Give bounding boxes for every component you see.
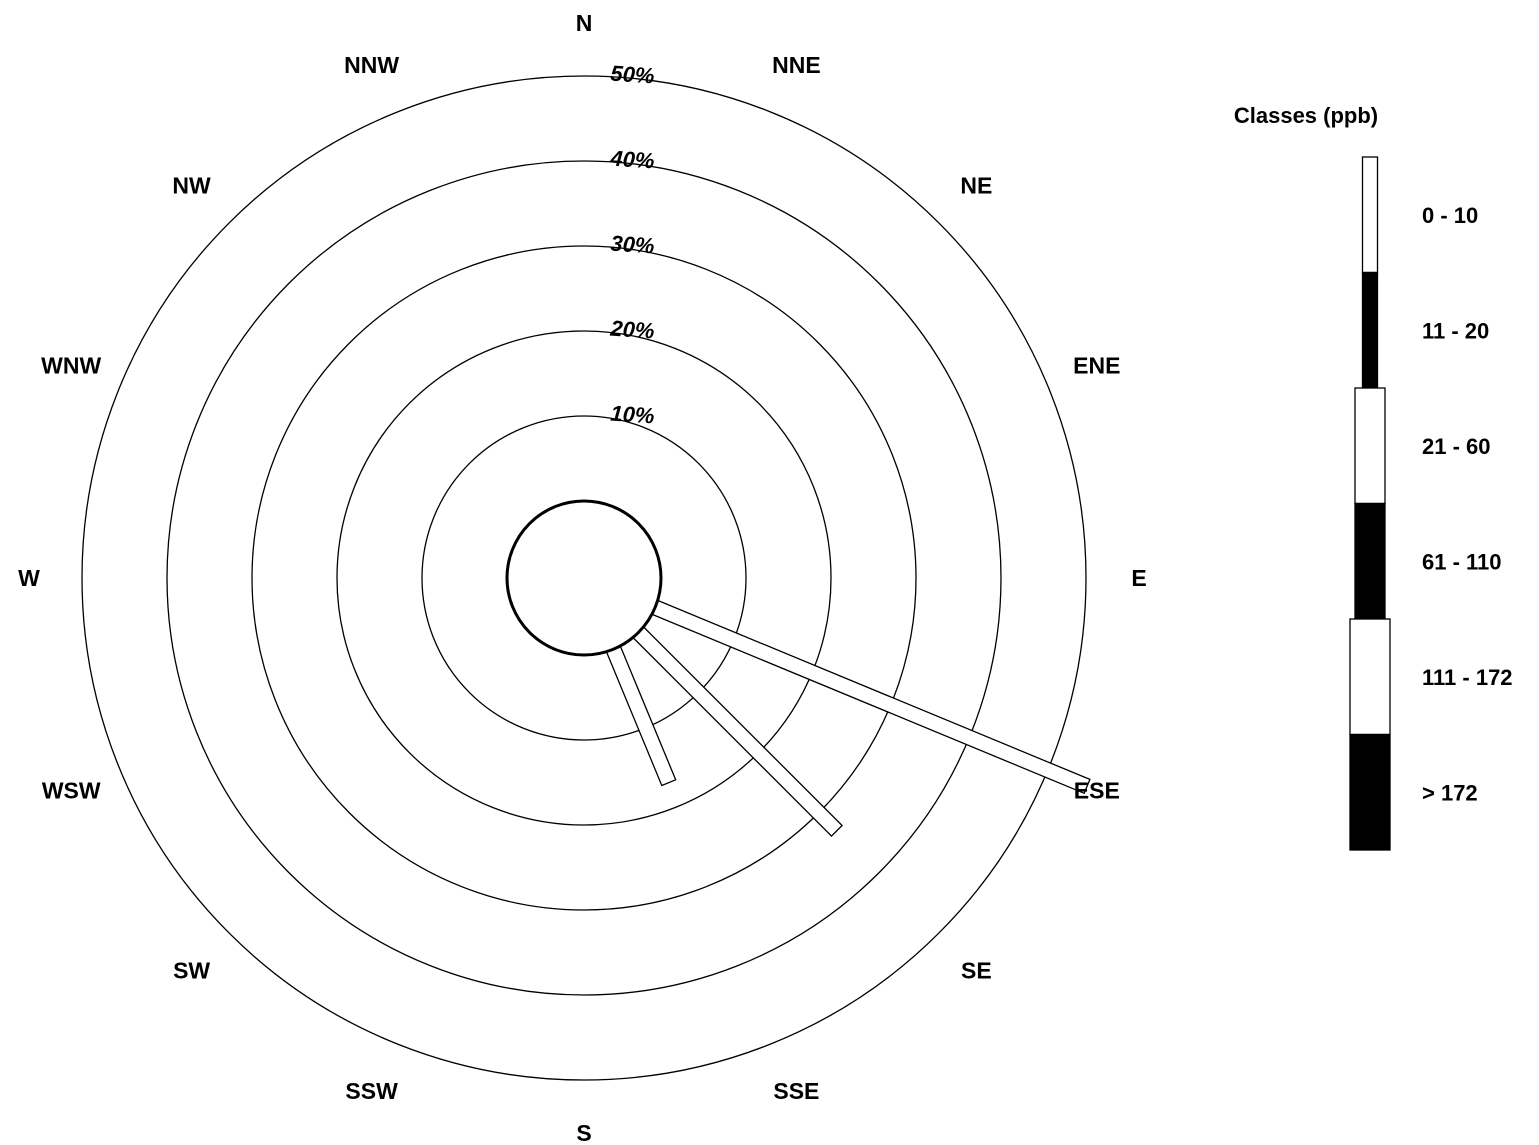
ring-label-30: 30% [610, 231, 656, 259]
legend-label: 111 - 172 [1422, 665, 1513, 690]
direction-label-sse: SSE [773, 1078, 819, 1104]
legend: Classes (ppb) 0 - 10 11 - 20 21 - 60 61 - 1… [1234, 103, 1513, 851]
direction-label-n: N [576, 10, 593, 36]
ring-label-50: 50% [610, 61, 656, 89]
ring-40 [166, 160, 1002, 996]
direction-label-w: W [18, 565, 40, 591]
direction-labels-layer: N NNE NE ENE E ESE SE SSE S SSW SW WSW W WNW NW NNW [18, 10, 1147, 1145]
calm-circle [505, 499, 663, 657]
direction-label-se: SE [961, 957, 992, 983]
direction-label-s: S [576, 1120, 591, 1145]
petals-layer [604, 598, 1091, 838]
legend-swatch [1349, 733, 1391, 851]
legend-label: 0 - 10 [1422, 203, 1478, 228]
direction-label-wnw: WNW [41, 353, 101, 379]
direction-label-e: E [1131, 565, 1146, 591]
direction-label-ene: ENE [1073, 353, 1120, 379]
ring-10 [421, 415, 747, 741]
legend-swatch [1349, 618, 1391, 736]
legend-swatch [1354, 387, 1386, 505]
legend-title: Classes (ppb) [1234, 103, 1378, 128]
legend-swatch [1361, 156, 1379, 274]
direction-label-ssw: SSW [345, 1078, 398, 1104]
legend-swatch [1361, 271, 1379, 389]
direction-label-nw: NW [172, 173, 211, 199]
ring-label-40: 40% [609, 145, 656, 173]
direction-label-nne: NNE [772, 52, 821, 78]
petal-bar [629, 623, 844, 838]
rings-layer [81, 75, 1087, 1081]
direction-label-sw: SW [173, 957, 210, 983]
direction-label-wsw: WSW [42, 777, 101, 803]
ring-30 [251, 245, 917, 911]
ring-20 [336, 330, 832, 826]
ring-labels-layer: 10% 20% 30% 40% 50% [609, 61, 656, 429]
legend-label: > 172 [1422, 780, 1478, 805]
legend-label: 61 - 110 [1422, 549, 1502, 574]
ring-label-20: 20% [609, 315, 656, 343]
direction-label-ne: NE [960, 173, 992, 199]
legend-swatch [1354, 502, 1386, 620]
legend-label: 11 - 20 [1422, 318, 1489, 343]
direction-label-ese: ESE [1074, 777, 1120, 803]
petal-bar [647, 598, 1091, 795]
direction-label-nnw: NNW [344, 52, 399, 78]
ring-50 [81, 75, 1087, 1081]
ring-label-10: 10% [610, 401, 656, 429]
calm-layer [505, 499, 663, 657]
legend-label: 21 - 60 [1422, 434, 1491, 459]
